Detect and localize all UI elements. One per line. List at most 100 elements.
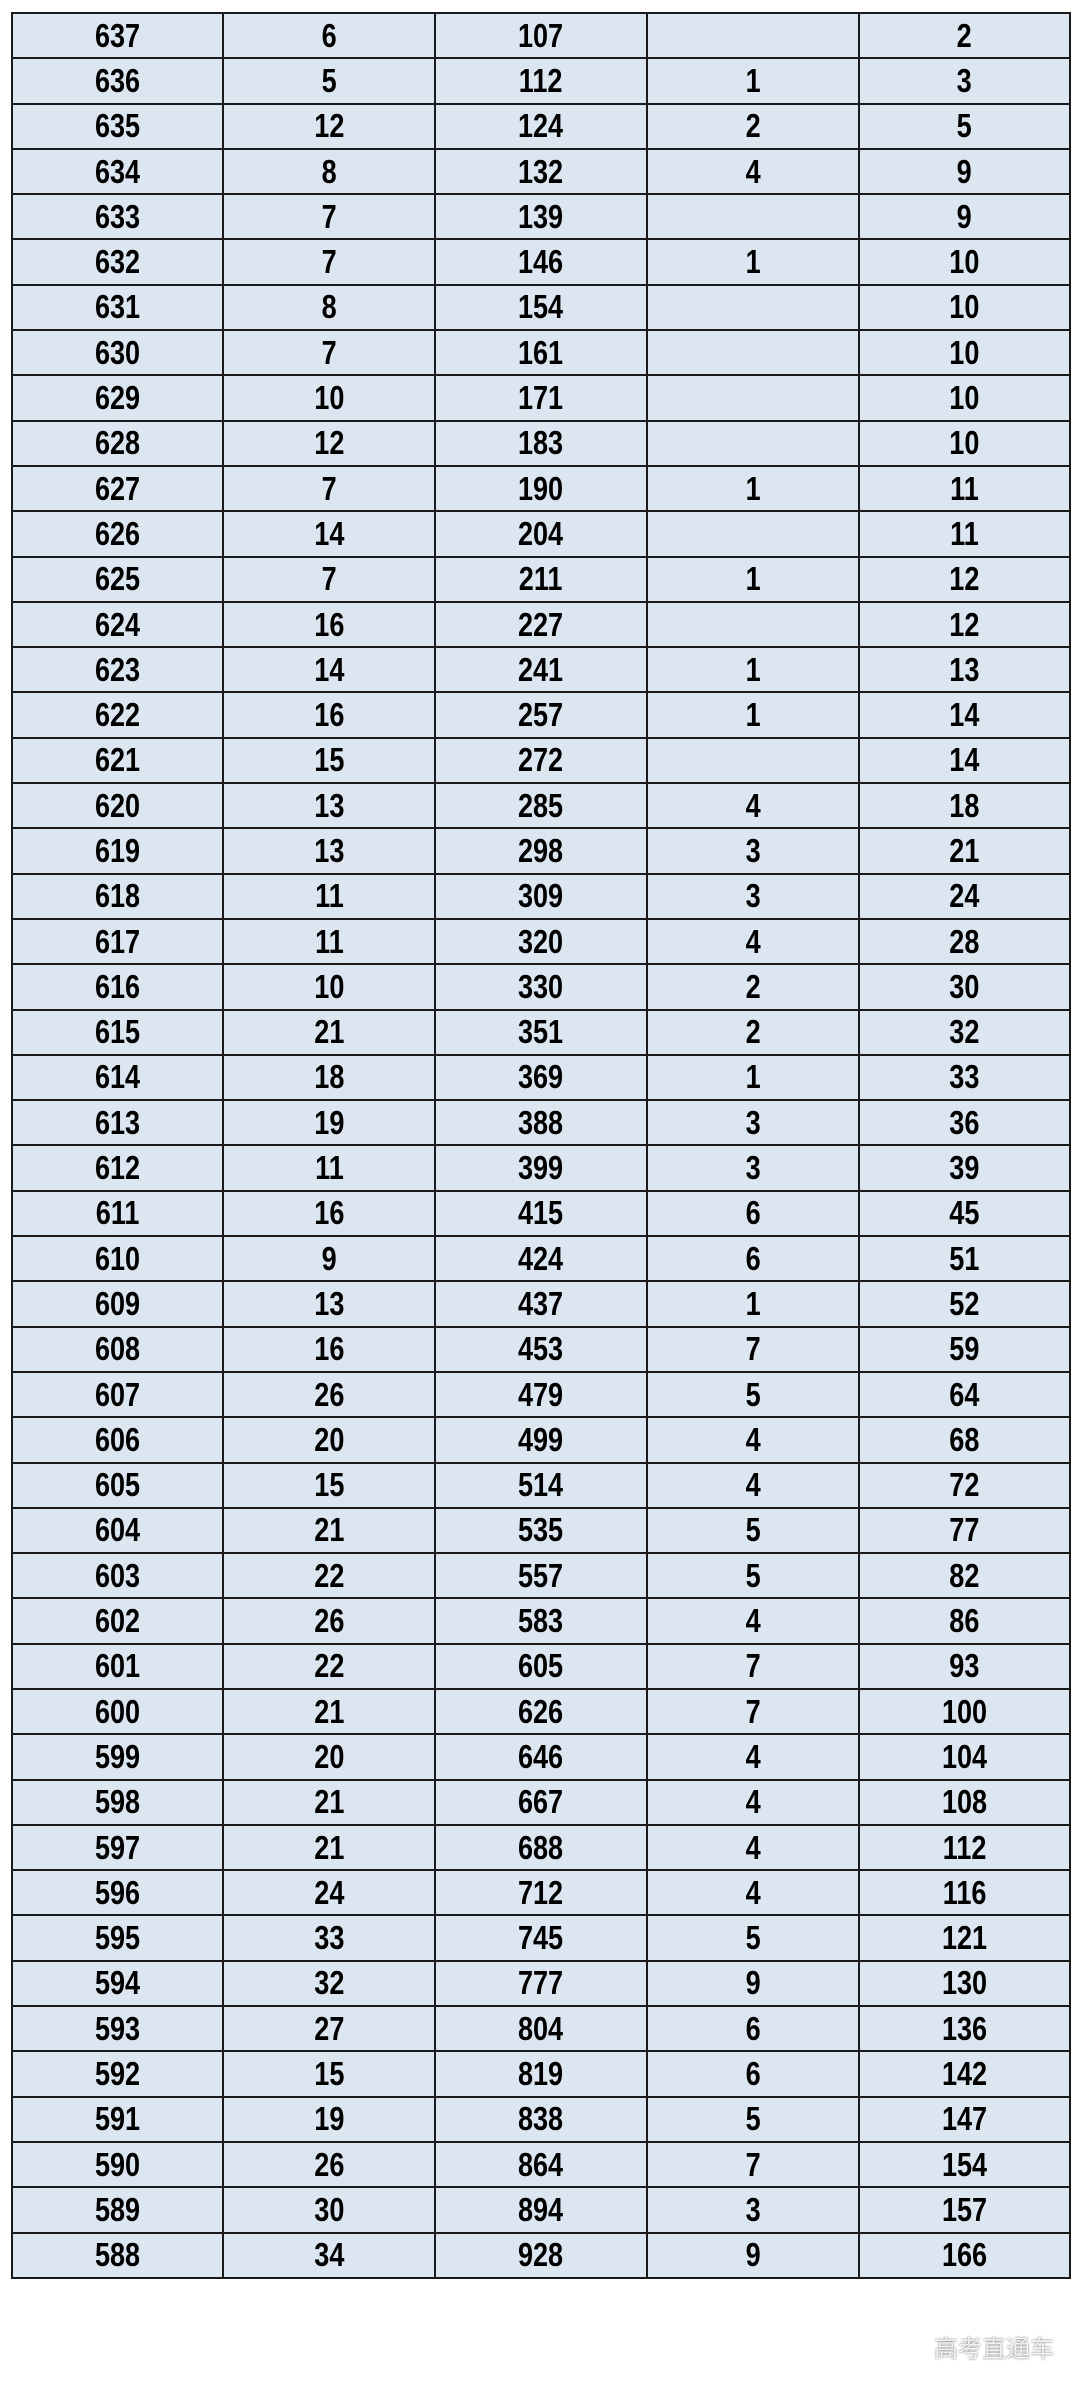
cell-count: 14 — [222, 510, 436, 558]
table-row: 615 21 351 2 32 — [11, 1008, 1071, 1056]
cell-value: 612 — [94, 1149, 141, 1187]
cell-count: 21 — [222, 1687, 436, 1736]
cell-sub-cumulative: 9 — [858, 193, 1071, 241]
cell-score: 604 — [11, 1506, 224, 1555]
cell-sub-count: 1 — [646, 555, 860, 603]
cell-count: 16 — [222, 600, 436, 649]
cell-value: 602 — [94, 1602, 141, 1640]
cell-cumulative: 864 — [434, 2140, 648, 2189]
cell-value: 13 — [313, 1284, 345, 1322]
cell-value: 5 — [745, 1511, 761, 1549]
cell-sub-cumulative: 77 — [858, 1506, 1071, 1555]
cell-sub-cumulative: 10 — [858, 419, 1071, 467]
cell-score: 599 — [11, 1733, 224, 1781]
cell-value: 607 — [94, 1375, 141, 1413]
cell-sub-cumulative: 82 — [858, 1552, 1071, 1600]
cell-score: 595 — [11, 1914, 224, 1962]
cell-value: 7 — [321, 197, 337, 235]
cell-value: 16 — [313, 1330, 345, 1368]
cell-count: 26 — [222, 1597, 436, 1645]
cell-sub-count — [646, 600, 860, 649]
cell-sub-cumulative: 136 — [858, 2005, 1071, 2053]
cell-value: 10 — [949, 379, 980, 417]
cell-count: 5 — [222, 57, 436, 105]
cell-cumulative: 424 — [434, 1235, 648, 1283]
cell-value: 12 — [949, 605, 980, 643]
cell-value: 606 — [94, 1420, 141, 1458]
cell-count: 6 — [222, 11, 436, 60]
cell-sub-cumulative: 9 — [858, 147, 1071, 196]
cell-value: 171 — [518, 379, 564, 417]
cell-sub-count: 4 — [646, 1416, 860, 1464]
cell-count: 34 — [222, 2231, 436, 2279]
table-row: 589 30 894 3 157 — [11, 2186, 1071, 2234]
cell-sub-cumulative: 130 — [858, 1959, 1071, 2008]
cell-value: 21 — [949, 831, 980, 869]
cell-value: 52 — [949, 1284, 980, 1322]
cell-cumulative: 112 — [434, 57, 648, 105]
table-row: 598 21 667 4 108 — [11, 1778, 1071, 1826]
cell-value: 804 — [518, 2009, 564, 2047]
cell-cumulative: 257 — [434, 691, 648, 739]
cell-score: 618 — [11, 872, 224, 920]
cell-score: 602 — [11, 1597, 224, 1645]
cell-count: 15 — [222, 2050, 436, 2098]
cell-value: 838 — [518, 2100, 564, 2138]
cell-value: 3 — [745, 831, 761, 869]
cell-value: 3 — [745, 1149, 761, 1187]
cell-value: 621 — [94, 741, 141, 779]
cell-score: 614 — [11, 1053, 224, 1102]
cell-count: 16 — [222, 1189, 436, 1238]
cell-sub-cumulative: 12 — [858, 600, 1071, 649]
cell-value: 598 — [94, 1783, 141, 1821]
cell-cumulative: 132 — [434, 147, 648, 196]
cell-value: 646 — [518, 1737, 564, 1775]
cell-sub-count: 3 — [646, 1144, 860, 1192]
cell-sub-count: 4 — [646, 917, 860, 966]
cell-value: 211 — [519, 560, 563, 598]
cell-score: 627 — [11, 464, 224, 513]
cell-sub-cumulative: 157 — [858, 2186, 1071, 2234]
cell-value: 27 — [313, 2009, 345, 2047]
cell-sub-count: 7 — [646, 1325, 860, 1373]
cell-value: 613 — [94, 1103, 141, 1141]
cell-value: 4 — [745, 1602, 761, 1640]
cell-score: 635 — [11, 102, 224, 150]
cell-value: 4 — [745, 152, 761, 190]
cell-count: 15 — [222, 1461, 436, 1509]
cell-value: 13 — [313, 831, 345, 869]
cell-cumulative: 514 — [434, 1461, 648, 1509]
cell-value: 596 — [94, 1873, 141, 1911]
cell-cumulative: 139 — [434, 193, 648, 241]
cell-sub-cumulative: 154 — [858, 2140, 1071, 2189]
cell-sub-count: 7 — [646, 1642, 860, 1690]
table-row: 596 24 712 4 116 — [11, 1869, 1071, 1917]
cell-value: 424 — [518, 1239, 564, 1277]
cell-score: 622 — [11, 691, 224, 739]
cell-count: 15 — [222, 736, 436, 785]
table-row: 606 20 499 4 68 — [11, 1416, 1071, 1464]
cell-value: 4 — [745, 922, 761, 960]
cell-count: 16 — [222, 691, 436, 739]
cell-value: 108 — [941, 1783, 988, 1821]
cell-value: 712 — [518, 1873, 564, 1911]
table-row: 597 21 688 4 112 — [11, 1823, 1071, 1872]
cell-value: 4 — [745, 1783, 761, 1821]
table-row: 636 5 112 1 3 — [11, 57, 1071, 105]
cell-value: 5 — [745, 1556, 761, 1594]
cell-value: 18 — [949, 786, 980, 824]
cell-cumulative: 667 — [434, 1778, 648, 1826]
cell-count: 12 — [222, 419, 436, 467]
score-table-body: 637 6 107 2 636 5 112 1 3 635 12 124 2 5 634 8 132 4 9 633 7… — [11, 11, 1071, 2279]
cell-value: 68 — [949, 1420, 980, 1458]
cell-count: 10 — [222, 374, 436, 422]
cell-value: 21 — [313, 1692, 345, 1730]
cell-value: 28 — [949, 922, 980, 960]
cell-value: 24 — [949, 877, 980, 915]
cell-value: 6 — [745, 1194, 761, 1232]
cell-sub-count: 5 — [646, 2095, 860, 2143]
cell-sub-count: 5 — [646, 1370, 860, 1419]
cell-sub-cumulative: 45 — [858, 1189, 1071, 1238]
cell-value: 14 — [949, 696, 980, 734]
cell-value: 10 — [949, 243, 980, 281]
